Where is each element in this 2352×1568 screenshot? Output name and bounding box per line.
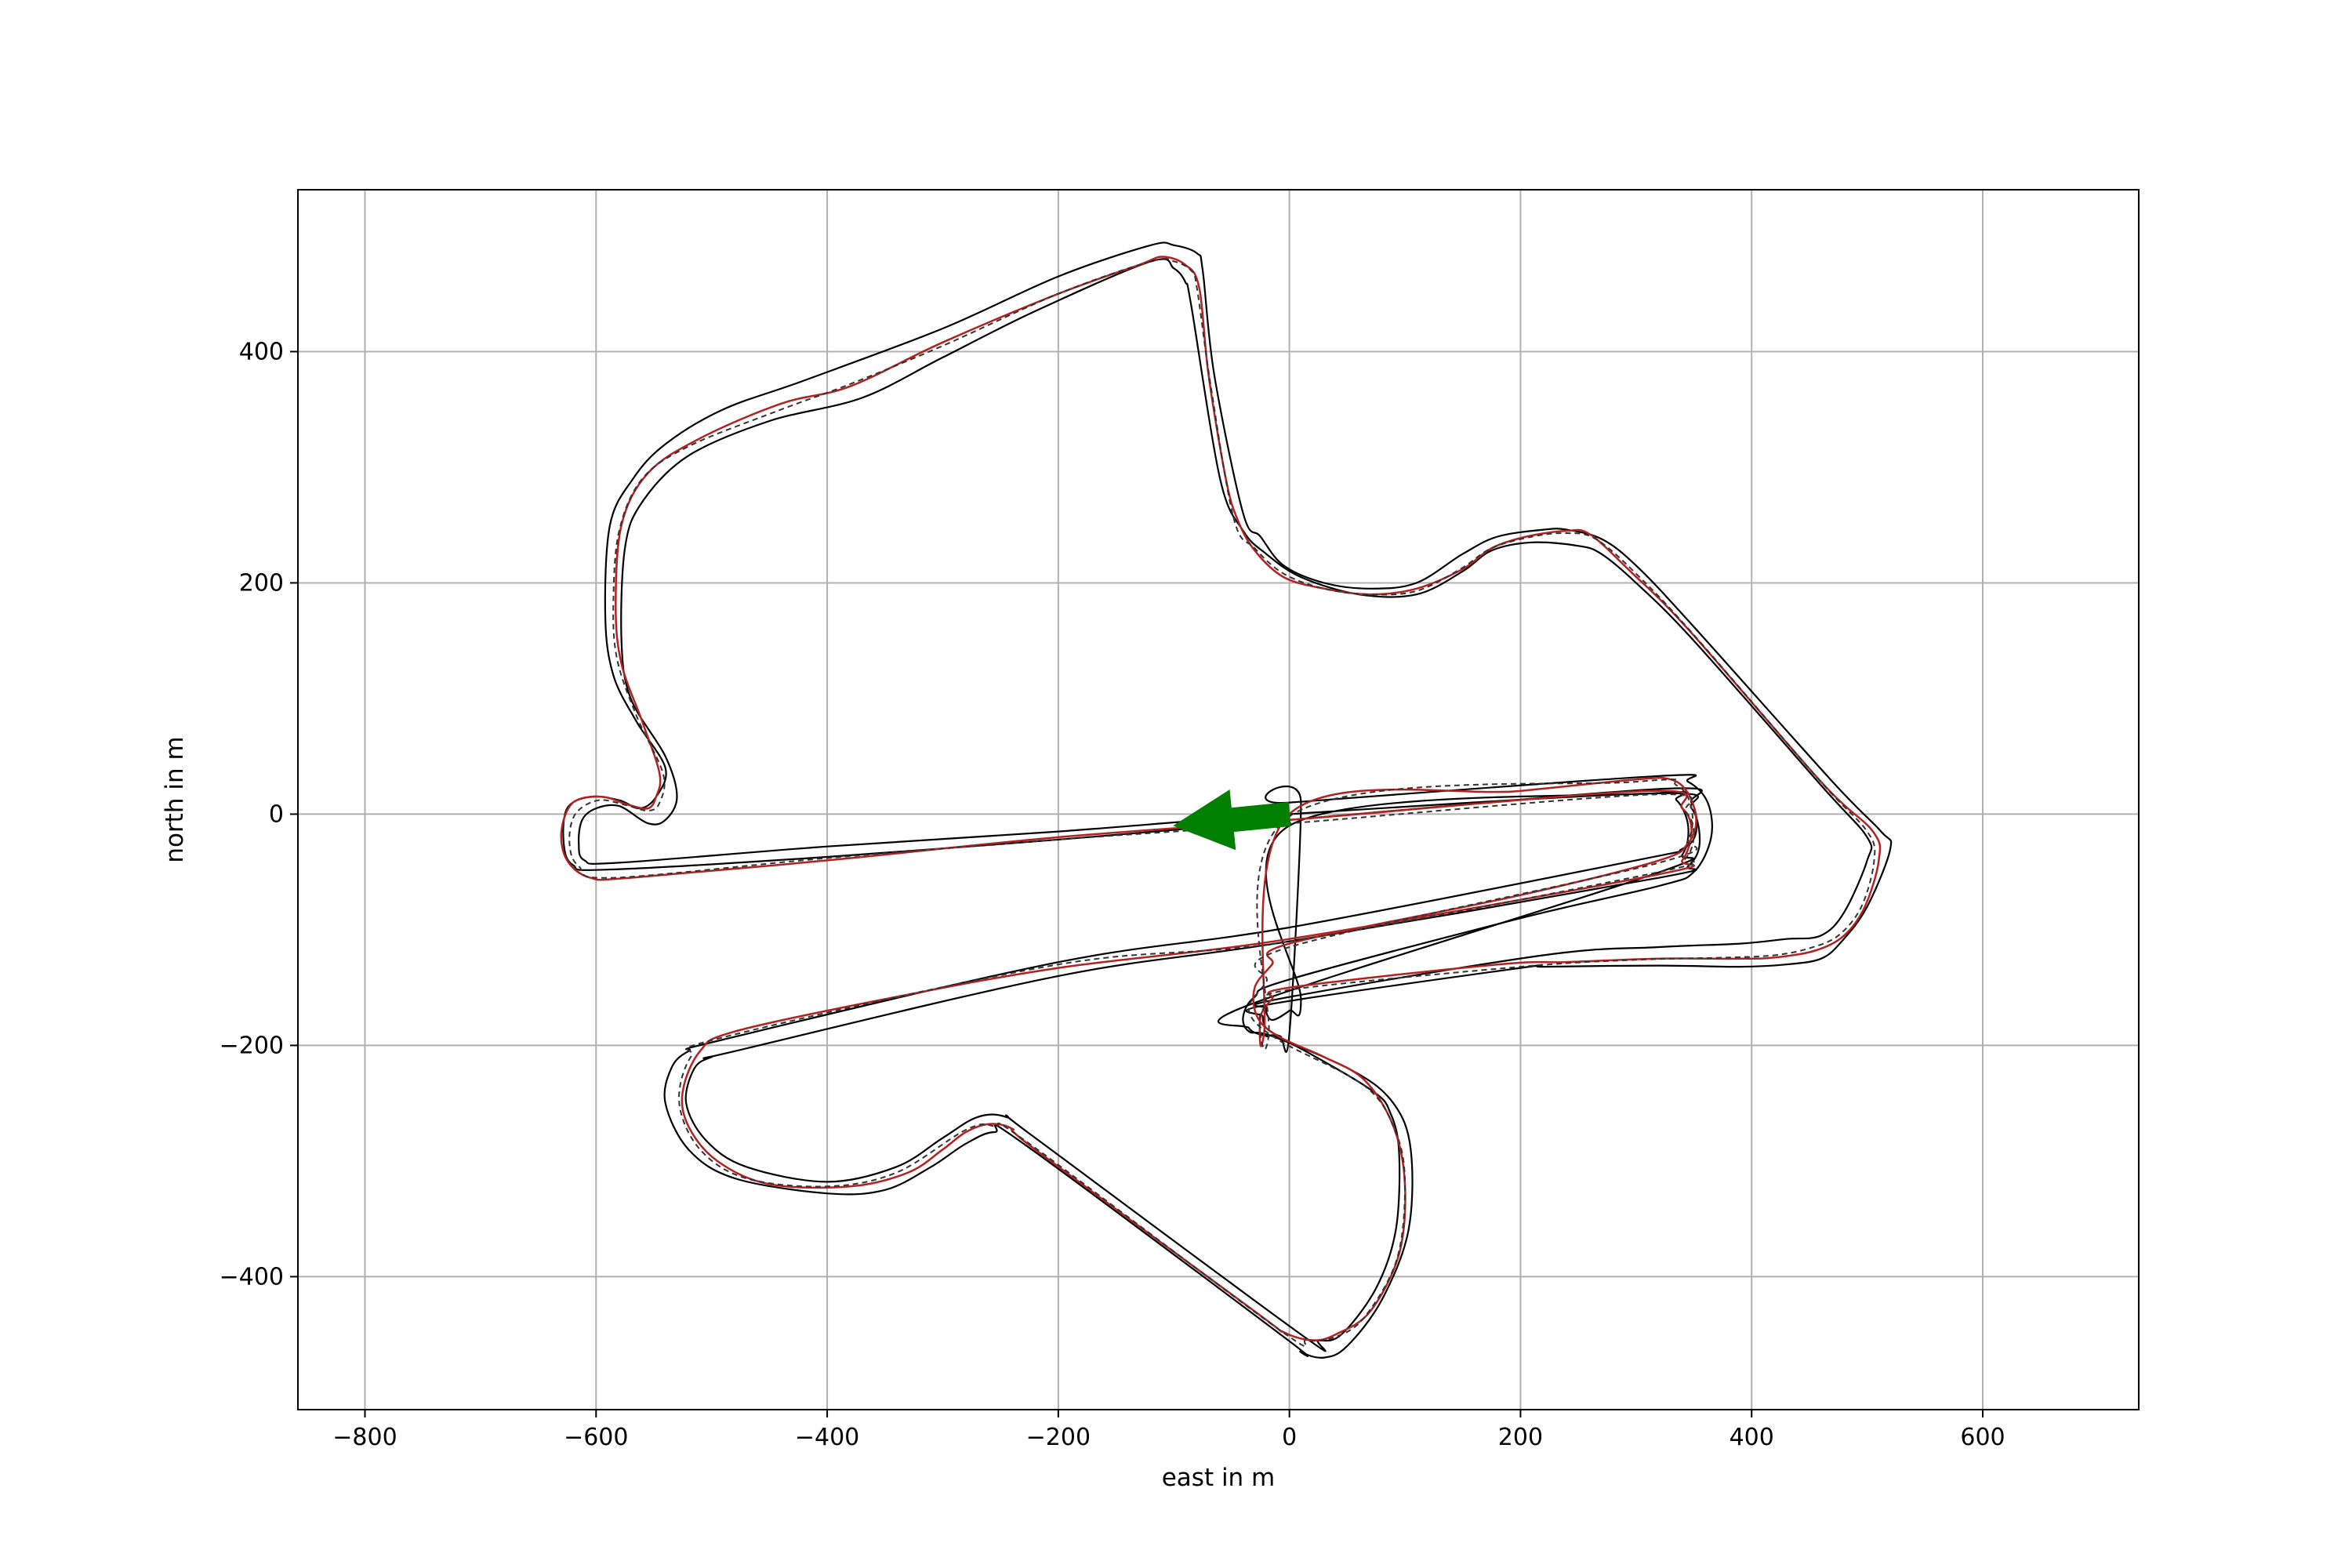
track-boundary-outer <box>562 241 1893 1359</box>
track-boundary-inner <box>577 258 1873 1352</box>
x-tick-label: 0 <box>1282 1424 1297 1451</box>
y-tick-label: 400 <box>239 338 284 365</box>
x-tick-label: −600 <box>564 1424 628 1451</box>
y-tick-label: −400 <box>220 1263 284 1290</box>
x-tick-label: 400 <box>1730 1424 1774 1451</box>
y-tick-label: −200 <box>220 1032 284 1059</box>
track-series <box>560 241 1893 1359</box>
racing-line <box>560 256 1882 1341</box>
reference-line-dashed <box>568 257 1876 1348</box>
x-tick-label: 600 <box>1960 1424 2005 1451</box>
y-tick-label: 0 <box>269 800 284 828</box>
x-tick-label: −800 <box>332 1424 397 1451</box>
y-tick-label: 200 <box>239 569 284 597</box>
x-tick-label: −200 <box>1026 1424 1091 1451</box>
start-direction-arrow <box>1173 789 1291 851</box>
x-axis-label: east in m <box>1162 1464 1276 1492</box>
x-tick-label: 200 <box>1498 1424 1543 1451</box>
plot-frame <box>297 189 2140 1410</box>
x-tick-label: −400 <box>795 1424 859 1451</box>
annotations <box>1173 789 1291 851</box>
ticks: −800 −600 −400 −200 0 200 400 600 −400 −200 0 200 40… <box>220 338 2005 1451</box>
y-axis-label: north in m <box>161 736 189 862</box>
